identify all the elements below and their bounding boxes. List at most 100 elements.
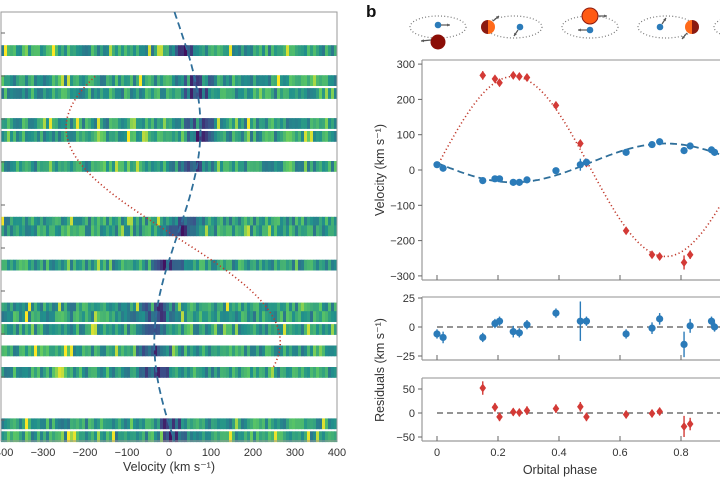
heatmap-cell xyxy=(10,418,14,430)
heatmap-cell xyxy=(286,88,290,99)
heatmap-cell xyxy=(49,311,53,322)
left-x-axis-label: Velocity (km s⁻¹) xyxy=(123,460,215,474)
heatmap-cell xyxy=(181,118,185,129)
heatmap-cell xyxy=(73,45,77,56)
heatmap-cell xyxy=(193,161,197,172)
heatmap-cell xyxy=(79,75,83,86)
heatmap-cell xyxy=(100,75,104,86)
heatmap-cell xyxy=(304,88,308,99)
heatmap-cell xyxy=(16,225,20,237)
primary-data-point xyxy=(707,316,716,326)
primary-data-point xyxy=(479,332,487,343)
heatmap-cell xyxy=(16,75,20,86)
heatmap-cell xyxy=(298,431,302,443)
heatmap-cell xyxy=(112,324,116,335)
heatmap-cell xyxy=(190,88,194,99)
diamond-marker xyxy=(509,407,517,417)
heatmap-cell xyxy=(76,259,80,271)
heatmap-cell xyxy=(187,75,191,86)
primary-data-point xyxy=(576,301,584,341)
heatmap-cell xyxy=(46,45,50,56)
heatmap-cell xyxy=(91,45,95,56)
heatmap-cell xyxy=(64,367,68,378)
heatmap-cell xyxy=(103,367,107,378)
heatmap-cell xyxy=(187,302,191,314)
heatmap-cell xyxy=(316,302,320,314)
heatmap-cell xyxy=(277,431,281,443)
heatmap-cell xyxy=(16,431,20,443)
heatmap-cell xyxy=(127,311,131,322)
heatmap-cell xyxy=(97,118,101,129)
heatmap-cell xyxy=(307,75,311,86)
heatmap-cell xyxy=(289,345,293,357)
heatmap-cell xyxy=(268,418,272,430)
heatmap-cell xyxy=(136,345,140,357)
heatmap-cell xyxy=(13,345,17,357)
heatmap-cell xyxy=(313,324,317,335)
heatmap-cell xyxy=(124,131,128,142)
heatmap-cell xyxy=(25,367,29,378)
heatmap-cell xyxy=(91,418,95,430)
heatmap-cell xyxy=(331,345,335,357)
heatmap-cell xyxy=(67,259,71,271)
diamond-marker xyxy=(680,421,688,431)
heatmap-cell xyxy=(178,345,182,357)
heatmap-cell xyxy=(7,345,11,357)
heatmap-cell xyxy=(190,367,194,378)
heatmap-cell xyxy=(157,118,161,129)
heatmap-cell xyxy=(310,431,314,443)
heatmap-cell xyxy=(94,324,98,335)
orbit-icon xyxy=(409,15,467,50)
primary-data-point xyxy=(523,320,531,330)
heatmap-cell xyxy=(241,75,245,86)
heatmap-cell xyxy=(88,216,92,228)
heatmap-cell xyxy=(295,431,299,443)
heatmap-cell xyxy=(271,75,275,86)
heatmap-cell xyxy=(88,302,92,314)
heatmap-cell xyxy=(130,216,134,228)
circle-marker xyxy=(710,323,719,331)
heatmap-cell xyxy=(13,302,17,314)
arrowhead xyxy=(663,18,666,22)
arrowhead xyxy=(421,39,424,43)
heatmap-cell xyxy=(112,45,116,56)
heatmap-cell xyxy=(166,118,170,129)
heatmap-cell xyxy=(310,225,314,237)
heatmap-cell xyxy=(169,345,173,357)
heatmap-cell xyxy=(91,302,95,314)
heatmap-cell xyxy=(7,311,11,322)
heatmap-cell xyxy=(25,75,29,86)
heatmap-cell xyxy=(304,311,308,322)
circle-marker xyxy=(680,340,688,348)
heatmap-cell xyxy=(319,418,323,430)
heatmap-cell xyxy=(232,216,236,228)
heatmap-cell xyxy=(13,216,17,228)
heatmap-cell xyxy=(238,324,242,335)
heatmap-cell xyxy=(181,216,185,228)
heatmap-cell xyxy=(304,345,308,357)
heatmap-cell xyxy=(253,367,257,378)
spectrum-row xyxy=(1,88,338,99)
heatmap-cell xyxy=(133,302,137,314)
heatmap-cell xyxy=(118,131,122,142)
heatmap-cell xyxy=(148,88,152,99)
heatmap-cell xyxy=(214,161,218,172)
heatmap-cell xyxy=(202,259,206,271)
heatmap-cell xyxy=(256,118,260,129)
heatmap-cell xyxy=(295,118,299,129)
heatmap-cell xyxy=(124,259,128,271)
heatmap-cell xyxy=(184,45,188,56)
heatmap-cell xyxy=(73,216,77,228)
heatmap-cell xyxy=(88,259,92,271)
heatmap-cell xyxy=(136,216,140,228)
heatmap-cell xyxy=(298,225,302,237)
diamond-marker xyxy=(583,412,590,422)
heatmap-cell xyxy=(142,225,146,237)
heatmap-cell xyxy=(142,324,146,335)
heatmap-cell xyxy=(181,88,185,99)
heatmap-cell xyxy=(232,311,236,322)
heatmap-cell xyxy=(298,302,302,314)
heatmap-cell xyxy=(40,259,44,271)
heatmap-cell xyxy=(1,75,5,86)
heatmap-cell xyxy=(304,225,308,237)
